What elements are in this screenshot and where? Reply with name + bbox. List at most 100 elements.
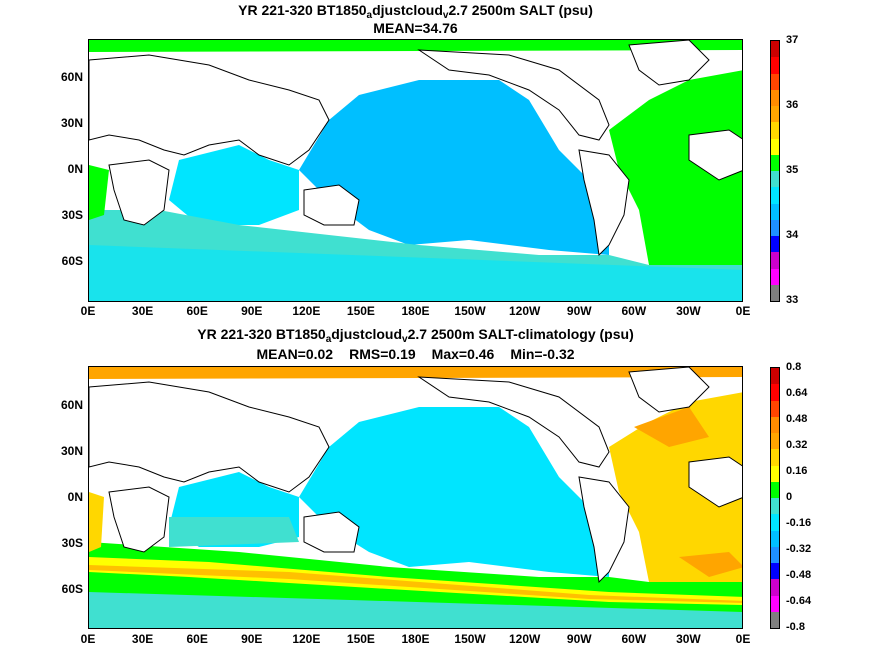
colorbar-label: 0.32 [786, 439, 808, 451]
lon-label: 30E [131, 632, 154, 646]
lon-label: 60W [621, 632, 647, 646]
lon-label: 120E [292, 304, 321, 318]
colorbar-label: 0.64 [786, 387, 808, 399]
lon-label: 90W [566, 632, 592, 646]
colorbar-segment [771, 514, 779, 531]
colorbar-segment [771, 187, 779, 204]
colorbar-label: 0 [786, 491, 793, 503]
colorbar-label: -0.16 [786, 517, 812, 529]
lon-label: 90W [566, 304, 592, 318]
colorbar-segment [771, 268, 779, 285]
lat-label: 0N [67, 490, 83, 504]
colorbar-segment [771, 219, 779, 236]
panel1-title: YR 221-320 BT1850adjustcloudv2.7 2500m S… [238, 2, 593, 21]
colorbar-segment [771, 563, 779, 580]
colorbar-label: -0.64 [786, 595, 812, 607]
panel2-colorbar [770, 367, 780, 629]
lon-label: 30W [676, 632, 701, 646]
colorbar-segment [771, 546, 779, 563]
lon-label: 180E [401, 304, 430, 318]
colorbar-segment [771, 284, 779, 301]
colorbar-segment [771, 416, 779, 433]
lon-label: 0E [735, 632, 751, 646]
panel1-stats: MEAN=34.76 [373, 20, 458, 36]
lon-label: 120W [508, 304, 541, 318]
land-masses [89, 367, 742, 584]
lon-label: 0E [735, 304, 751, 318]
lon-label: 150W [454, 304, 486, 318]
colorbar-label: 0.8 [786, 361, 802, 373]
pacific-anomaly-region [299, 407, 609, 577]
panel2-title: YR 221-320 BT1850adjustcloudv2.7 2500m S… [197, 326, 634, 345]
lat-label: 0N [67, 162, 83, 176]
lon-label: 90E [241, 304, 263, 318]
colorbar-segment [771, 368, 779, 385]
colorbar-segment [771, 203, 779, 220]
lat-label: 30S [61, 536, 83, 550]
lon-label: 0E [80, 632, 96, 646]
lon-label: 180E [401, 632, 430, 646]
colorbar-segment [771, 595, 779, 612]
land-masses [89, 40, 742, 257]
colorbar-segment [771, 449, 779, 466]
colorbar-label: 34 [786, 229, 799, 241]
lon-label: 150W [454, 632, 486, 646]
colorbar-segment [771, 236, 779, 253]
lat-label: 30N [60, 444, 83, 458]
colorbar-segment [771, 122, 779, 139]
panel2-map-svg [89, 367, 742, 628]
lon-label: 60E [186, 304, 208, 318]
colorbar-segment [771, 400, 779, 417]
colorbar-label: 0.16 [786, 465, 808, 477]
colorbar-segment [771, 384, 779, 401]
colorbar-label: -0.8 [786, 621, 805, 633]
lat-label: 60N [60, 398, 83, 412]
atlantic-anomaly-region [609, 392, 742, 582]
panel2-map [88, 366, 743, 629]
panel1-map-svg [89, 40, 742, 301]
colorbar-label: 33 [786, 294, 799, 306]
colorbar-segment [771, 611, 779, 628]
panel1-colorbar [770, 40, 780, 302]
colorbar-segment [771, 252, 779, 269]
colorbar-label: -0.32 [786, 543, 812, 555]
colorbar-segment [771, 106, 779, 123]
lat-label: 60N [60, 70, 83, 84]
lon-label: 60W [621, 304, 647, 318]
lon-label: 30E [131, 304, 154, 318]
lat-label: 60S [61, 254, 83, 268]
lat-label: 30S [61, 208, 83, 222]
colorbar-segment [771, 171, 779, 188]
colorbar-segment [771, 154, 779, 171]
indian-ocean-region [169, 145, 299, 225]
colorbar-label: 35 [786, 164, 799, 176]
colorbar-segment [771, 433, 779, 450]
colorbar-label: -0.48 [786, 569, 812, 581]
colorbar-segment [771, 530, 779, 547]
colorbar-label: 0.48 [786, 413, 808, 425]
panel1-map [88, 39, 743, 302]
colorbar-segment [771, 465, 779, 482]
colorbar-segment [771, 57, 779, 74]
colorbar-segment [771, 498, 779, 515]
lon-label: 150E [346, 632, 375, 646]
lon-label: 150E [346, 304, 375, 318]
colorbar-segment [771, 138, 779, 155]
atlantic-ocean-region [609, 70, 742, 265]
colorbar-label: 37 [786, 34, 799, 46]
lon-label: 60E [186, 632, 208, 646]
colorbar-segment [771, 41, 779, 58]
lon-label: 0E [80, 304, 96, 318]
panel2-stats: MEAN=0.02 RMS=0.19 Max=0.46 Min=-0.32 [256, 346, 575, 362]
colorbar-label: 36 [786, 99, 799, 111]
colorbar-segment [771, 579, 779, 596]
lon-label: 90E [241, 632, 263, 646]
lat-label: 30N [60, 116, 83, 130]
lon-label: 120E [292, 632, 321, 646]
lat-label: 60S [61, 582, 83, 596]
pacific-ocean-region [299, 80, 609, 255]
colorbar-segment [771, 481, 779, 498]
colorbar-segment [771, 73, 779, 90]
lon-label: 30W [676, 304, 701, 318]
colorbar-segment [771, 89, 779, 106]
